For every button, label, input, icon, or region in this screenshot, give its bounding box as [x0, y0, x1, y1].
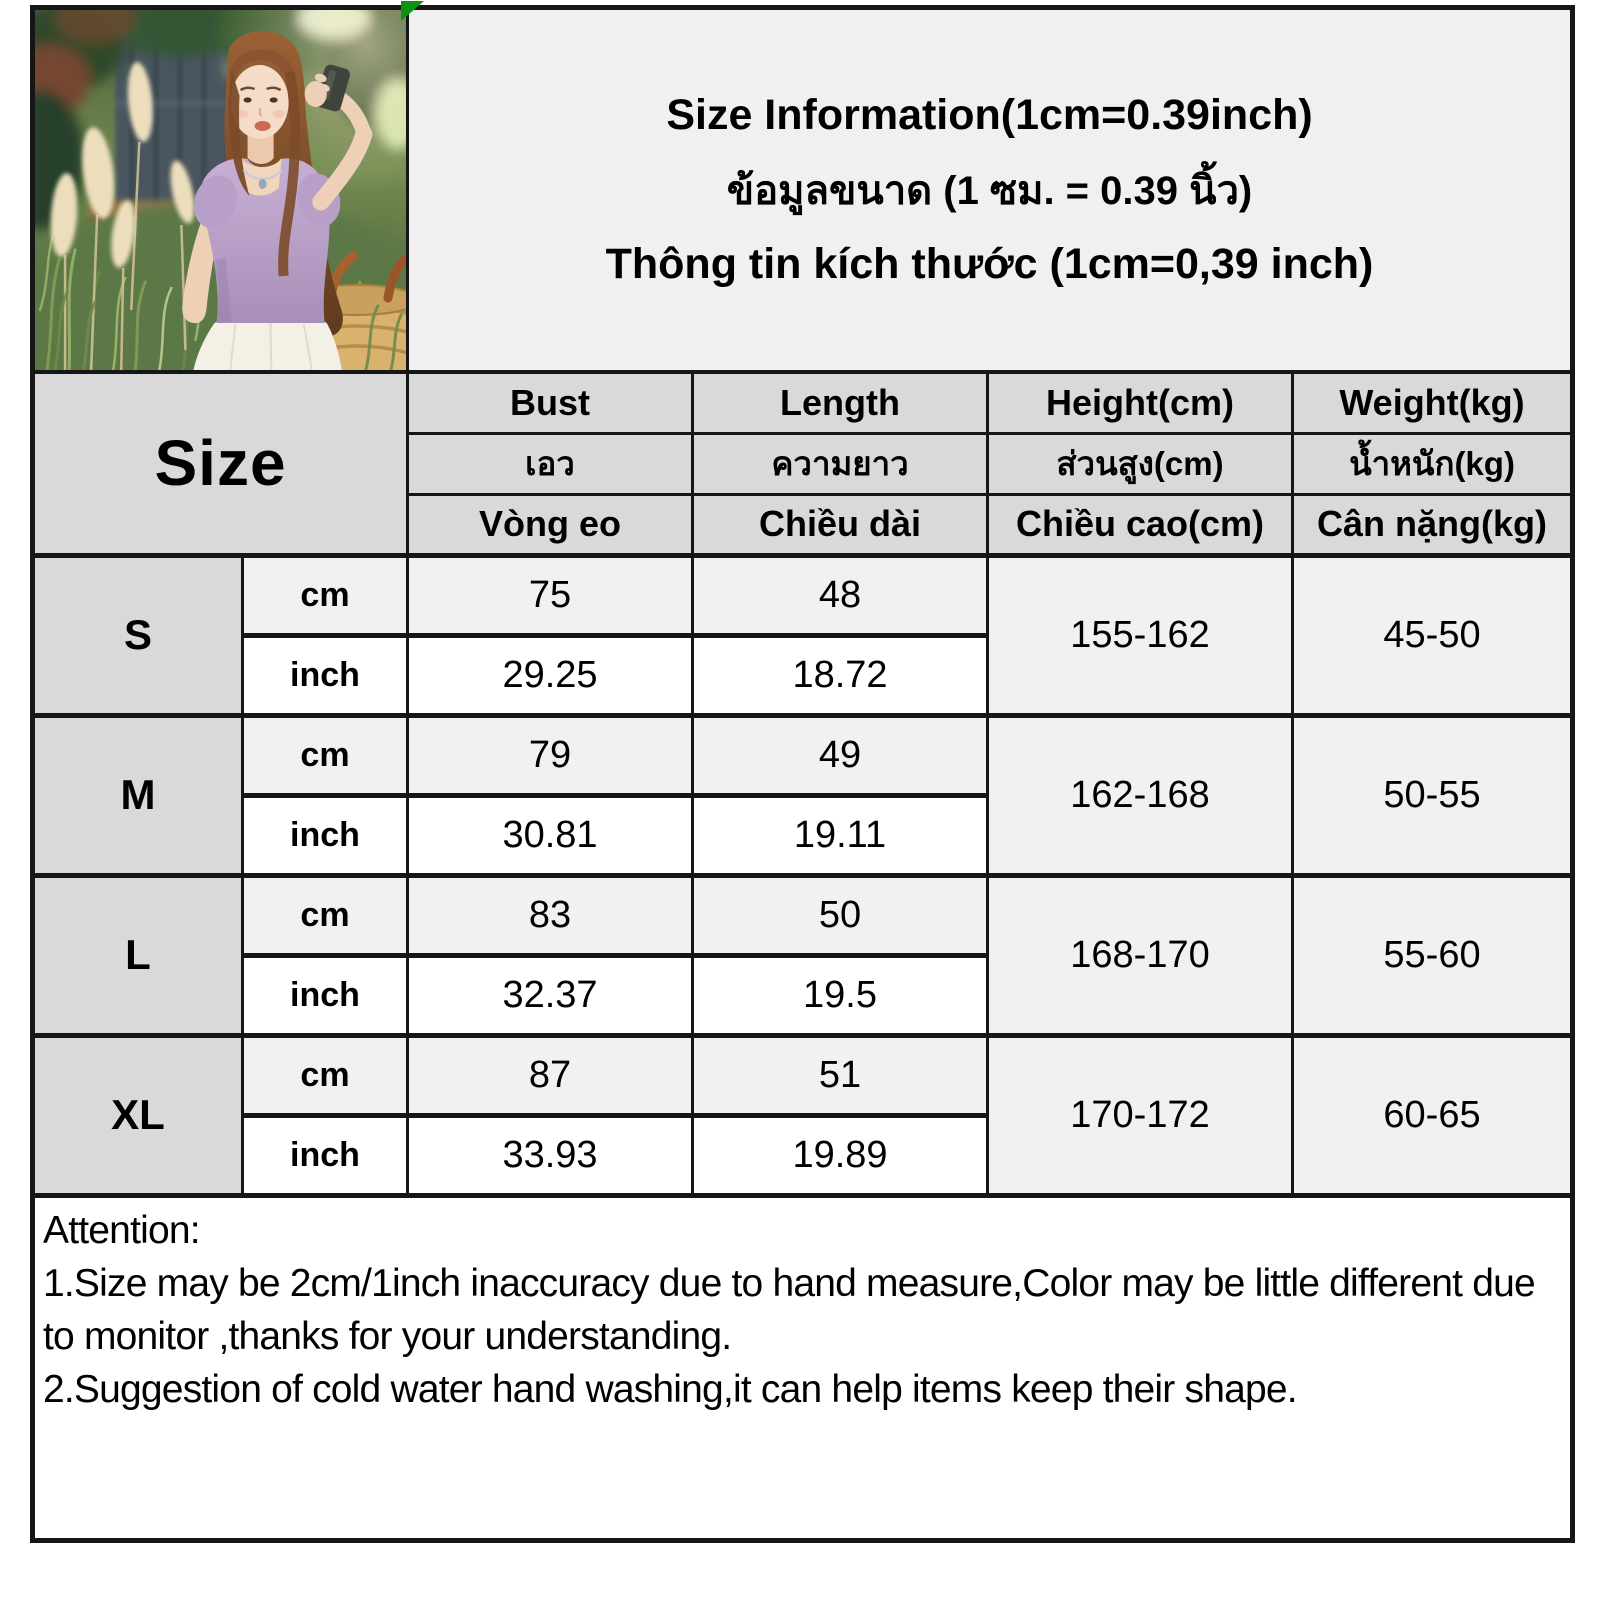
- col-header-height-en: Height(cm): [986, 370, 1294, 435]
- table-row-s-inch: inch 29.25 18.72: [33, 632, 1573, 717]
- s-bust-cm: 75: [406, 552, 694, 637]
- col-header-bust-th: เอว: [406, 431, 694, 496]
- m-length-inch: 19.11: [691, 792, 989, 877]
- table-row-m-inch: inch 30.81 19.11: [33, 792, 1573, 877]
- m-weight-range: 50-55: [1291, 712, 1574, 877]
- l-bust-inch: 32.37: [406, 952, 694, 1037]
- attention-note-1: 1.Size may be 2cm/1inch inaccuracy due t…: [43, 1261, 1536, 1358]
- col-header-weight-vi: Cân nặng(kg): [1291, 492, 1574, 557]
- col-header-height-th: ส่วนสูง(cm): [986, 431, 1294, 496]
- col-header-length-th: ความยาว: [691, 431, 989, 496]
- col-header-weight-th: น้ำหนัก(kg): [1291, 431, 1574, 496]
- col-header-weight-en: Weight(kg): [1291, 370, 1574, 435]
- col-header-length-vi: Chiều dài: [691, 492, 989, 557]
- s-bust-inch: 29.25: [406, 632, 694, 717]
- size-cell-l: L: [31, 872, 244, 1037]
- table-row-xl-cm: XL cm 87 51 170-172 60-65: [31, 1032, 1574, 1197]
- size-cell-m: M: [31, 712, 244, 877]
- l-height-range: 168-170: [986, 872, 1294, 1037]
- header-row-english: Size Bust Length Height(cm) Weight(kg): [31, 370, 1574, 557]
- size-cell-s: S: [31, 552, 244, 717]
- table-row-l-cm: L cm 83 50 168-170 55-60: [31, 872, 1574, 1037]
- unit-cm-label: cm: [241, 712, 409, 797]
- l-bust-cm: 83: [406, 872, 694, 957]
- l-length-cm: 50: [691, 872, 989, 957]
- s-length-inch: 18.72: [691, 632, 989, 717]
- top-row: Size Information(1cm=0.39inch) ข้อมูลขนา…: [31, 6, 1574, 374]
- size-table: Size Information(1cm=0.39inch) ข้อมูลขนา…: [30, 5, 1575, 1543]
- xl-bust-inch: 33.93: [406, 1112, 694, 1197]
- table-row-l-inch: inch 32.37 19.5: [33, 952, 1573, 1037]
- attention-heading: Attention:: [43, 1208, 201, 1252]
- title-vietnamese: Thông tin kích thước (1cm=0,39 inch): [605, 240, 1374, 288]
- m-bust-inch: 30.81: [406, 792, 694, 877]
- attention-row: Attention: 1.Size may be 2cm/1inch inacc…: [31, 1192, 1574, 1542]
- title-cell: Size Information(1cm=0.39inch) ข้อมูลขนา…: [406, 6, 1574, 374]
- unit-inch-label: inch: [241, 1112, 409, 1197]
- xl-bust-cm: 87: [406, 1032, 694, 1117]
- size-cell-xl: XL: [31, 1032, 244, 1197]
- xl-length-inch: 19.89: [691, 1112, 989, 1197]
- table-row-xl-inch: inch 33.93 19.89: [33, 1112, 1573, 1197]
- model-photo-cell: [31, 6, 409, 374]
- s-weight-range: 45-50: [1291, 552, 1574, 717]
- header-row-thai: เอว ความยาว ส่วนสูง(cm) น้ำหนัก(kg): [33, 431, 1574, 496]
- size-header: Size: [31, 370, 409, 557]
- s-height-range: 155-162: [986, 552, 1294, 717]
- unit-inch-label: inch: [241, 952, 409, 1037]
- xl-weight-range: 60-65: [1291, 1032, 1574, 1197]
- title-english: Size Information(1cm=0.39inch): [666, 91, 1313, 139]
- model-photo-illustration: [35, 10, 405, 369]
- l-length-inch: 19.5: [691, 952, 989, 1037]
- col-header-bust-en: Bust: [406, 370, 694, 435]
- attention-note-2: 2.Suggestion of cold water hand washing,…: [43, 1367, 1298, 1411]
- xl-height-range: 170-172: [986, 1032, 1294, 1197]
- m-bust-cm: 79: [406, 712, 694, 797]
- col-header-bust-vi: Vòng eo: [406, 492, 694, 557]
- title-thai: ข้อมูลขนาด (1 ซม. = 0.39 นิ้ว): [726, 169, 1253, 213]
- table-row-m-cm: M cm 79 49 162-168 50-55: [31, 712, 1574, 877]
- col-header-length-en: Length: [691, 370, 989, 435]
- header-row-vietnamese: Vòng eo Chiều dài Chiều cao(cm) Cân nặng…: [33, 492, 1574, 557]
- unit-inch-label: inch: [241, 792, 409, 877]
- attention-cell: Attention: 1.Size may be 2cm/1inch inacc…: [31, 1192, 1574, 1542]
- l-weight-range: 55-60: [1291, 872, 1574, 1037]
- size-chart-sheet: Size Information(1cm=0.39inch) ข้อมูลขนา…: [30, 1, 1575, 1543]
- unit-cm-label: cm: [241, 872, 409, 957]
- col-header-height-vi: Chiều cao(cm): [986, 492, 1294, 557]
- table-row-s-cm: S cm 75 48 155-162 45-50: [31, 552, 1574, 717]
- unit-inch-label: inch: [241, 632, 409, 717]
- m-length-cm: 49: [691, 712, 989, 797]
- unit-cm-label: cm: [241, 552, 409, 637]
- m-height-range: 162-168: [986, 712, 1294, 877]
- xl-length-cm: 51: [691, 1032, 989, 1117]
- unit-cm-label: cm: [241, 1032, 409, 1117]
- s-length-cm: 48: [691, 552, 989, 637]
